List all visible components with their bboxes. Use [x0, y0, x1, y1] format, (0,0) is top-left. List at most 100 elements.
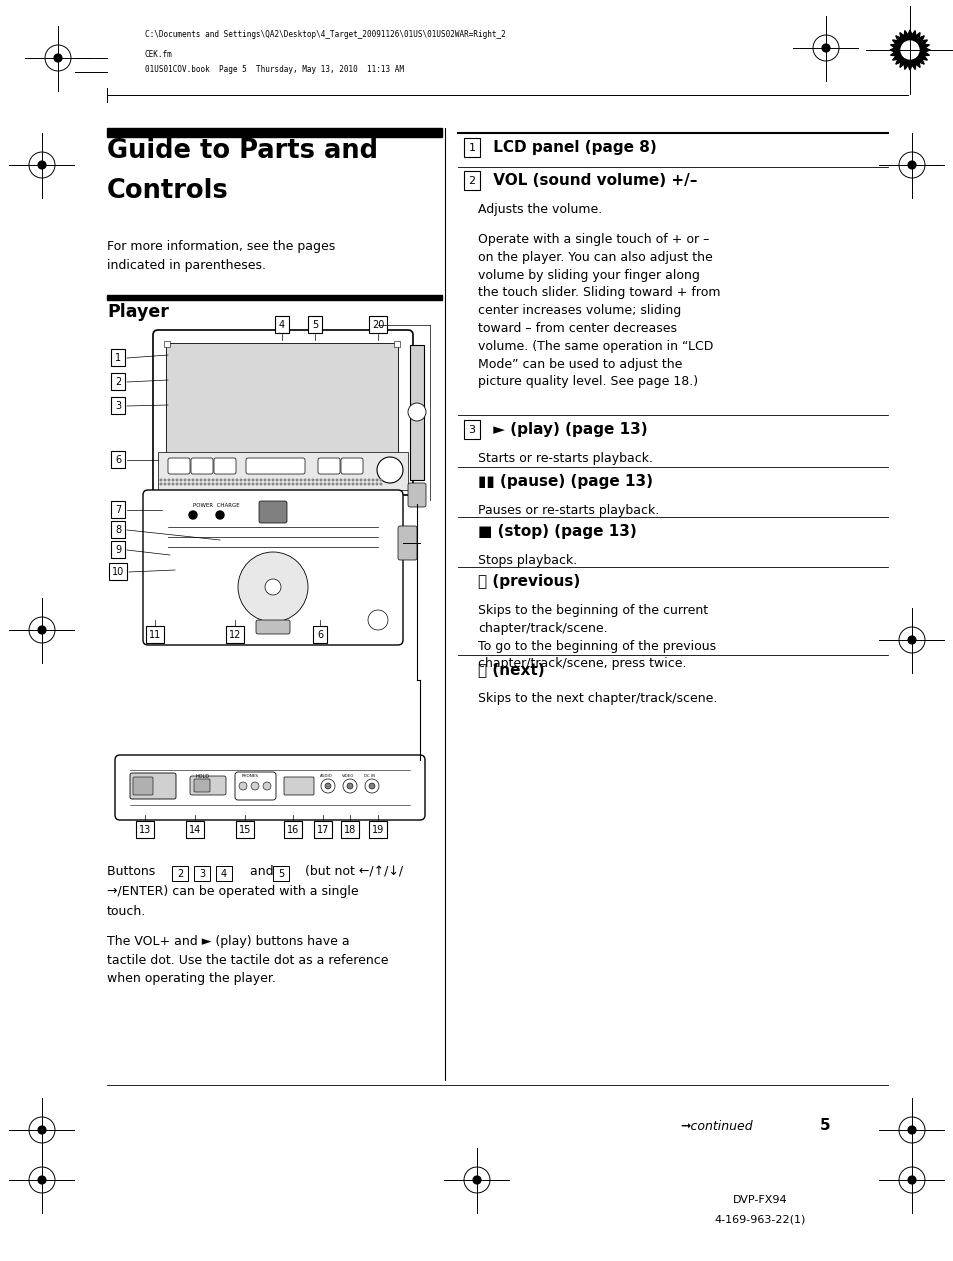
Text: 3: 3 [199, 869, 205, 879]
Circle shape [268, 479, 270, 480]
Circle shape [312, 483, 314, 484]
FancyBboxPatch shape [143, 491, 402, 644]
Circle shape [907, 1126, 915, 1134]
Circle shape [280, 483, 281, 484]
Bar [308, 317, 322, 333]
Circle shape [164, 483, 166, 484]
Text: 4: 4 [221, 869, 227, 879]
FancyBboxPatch shape [246, 458, 305, 474]
Circle shape [288, 483, 290, 484]
Text: ▮▮ (pause) (page 13): ▮▮ (pause) (page 13) [477, 474, 652, 489]
Circle shape [232, 479, 233, 480]
Text: Player: Player [107, 303, 169, 322]
Bar [172, 866, 188, 881]
Circle shape [216, 479, 217, 480]
Text: POWER  CHARGE: POWER CHARGE [193, 503, 239, 508]
Circle shape [240, 479, 241, 480]
Text: VIDEO: VIDEO [341, 774, 354, 778]
Text: Skips to the beginning of the current
chapter/track/scene.
To go to the beginnin: Skips to the beginning of the current ch… [477, 604, 716, 671]
Circle shape [332, 479, 334, 480]
FancyBboxPatch shape [258, 501, 287, 523]
Circle shape [368, 483, 370, 484]
Circle shape [352, 479, 354, 480]
Circle shape [164, 479, 166, 480]
Text: VOL (sound volume) +/–: VOL (sound volume) +/– [488, 173, 697, 188]
Circle shape [188, 483, 190, 484]
Circle shape [180, 479, 182, 480]
Bar [111, 521, 125, 538]
Circle shape [344, 479, 345, 480]
Circle shape [220, 479, 221, 480]
Text: Skips to the next chapter/track/scene.: Skips to the next chapter/track/scene. [477, 692, 717, 705]
Circle shape [192, 479, 193, 480]
Bar [369, 317, 387, 333]
Circle shape [228, 479, 230, 480]
FancyBboxPatch shape [234, 772, 275, 799]
Circle shape [212, 483, 213, 484]
Circle shape [237, 552, 308, 622]
Circle shape [364, 483, 365, 484]
Circle shape [328, 479, 330, 480]
Text: 16: 16 [287, 825, 299, 835]
Circle shape [352, 483, 354, 484]
Text: C:\Documents and Settings\QA2\Desktop\4_Target_20091126\01US\01US02WAR=Right_2: C:\Documents and Settings\QA2\Desktop\4_… [145, 30, 505, 39]
Text: The VOL+ and ► (play) buttons have a
tactile dot. Use the tactile dot as a refer: The VOL+ and ► (play) buttons have a tac… [107, 934, 388, 985]
Circle shape [288, 479, 290, 480]
Circle shape [368, 610, 388, 630]
Circle shape [239, 782, 247, 789]
Text: 3: 3 [114, 401, 121, 411]
Text: touch.: touch. [107, 905, 146, 918]
FancyBboxPatch shape [115, 755, 424, 820]
Text: 7: 7 [114, 504, 121, 514]
Circle shape [372, 483, 374, 484]
Circle shape [320, 479, 321, 480]
Bar [215, 866, 232, 881]
Bar [340, 821, 358, 839]
Circle shape [276, 479, 277, 480]
Circle shape [54, 54, 62, 62]
Circle shape [324, 479, 326, 480]
Text: ⏮ (previous): ⏮ (previous) [477, 574, 579, 589]
Text: 2: 2 [176, 869, 183, 879]
Text: 11: 11 [149, 630, 161, 641]
Circle shape [38, 1177, 46, 1184]
Circle shape [295, 479, 297, 480]
Circle shape [315, 479, 317, 480]
Circle shape [248, 483, 250, 484]
Circle shape [196, 479, 197, 480]
FancyBboxPatch shape [132, 777, 152, 794]
Circle shape [821, 44, 829, 52]
Circle shape [216, 483, 217, 484]
Circle shape [368, 479, 370, 480]
Bar [111, 541, 125, 559]
FancyBboxPatch shape [340, 458, 363, 474]
Circle shape [172, 483, 173, 484]
Text: 17: 17 [316, 825, 329, 835]
Circle shape [184, 479, 186, 480]
Text: 2: 2 [468, 177, 475, 187]
Circle shape [292, 483, 294, 484]
Circle shape [344, 483, 345, 484]
Bar [158, 451, 408, 491]
Text: DVP-FX94: DVP-FX94 [732, 1195, 786, 1206]
FancyBboxPatch shape [191, 458, 213, 474]
Circle shape [369, 783, 375, 789]
Circle shape [160, 483, 162, 484]
Bar [111, 349, 125, 366]
Text: 5: 5 [277, 869, 284, 879]
Bar [235, 821, 253, 839]
Circle shape [380, 483, 381, 484]
Circle shape [208, 479, 210, 480]
Circle shape [328, 483, 330, 484]
Circle shape [168, 479, 170, 480]
Bar [463, 171, 479, 190]
Circle shape [272, 479, 274, 480]
Circle shape [224, 479, 226, 480]
Text: 13: 13 [139, 825, 151, 835]
Text: 4-169-963-22(1): 4-169-963-22(1) [714, 1216, 805, 1224]
FancyBboxPatch shape [397, 526, 416, 560]
Circle shape [176, 483, 177, 484]
Circle shape [348, 483, 350, 484]
Text: 1: 1 [468, 142, 475, 153]
Circle shape [325, 783, 331, 789]
